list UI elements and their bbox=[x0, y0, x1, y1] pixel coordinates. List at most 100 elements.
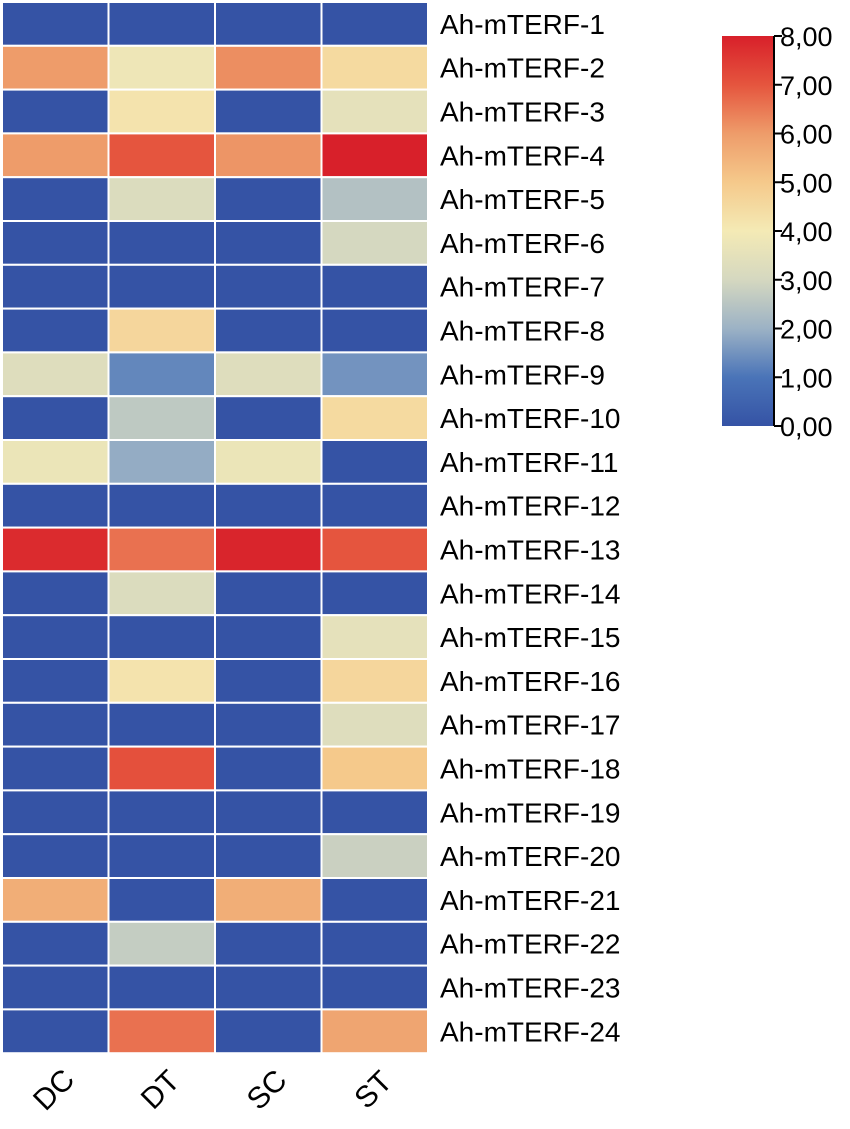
heatmap-cell-23-st bbox=[320, 964, 429, 1011]
heatmap-cell-8-sc bbox=[214, 307, 323, 354]
column-labels: DC DT SC ST bbox=[27, 1063, 399, 1117]
legend-tick-label: 8,00 bbox=[780, 22, 833, 52]
heatmap-cell-23-dt bbox=[107, 964, 216, 1011]
legend-tick-label: 4,00 bbox=[780, 217, 833, 247]
heatmap-cell-17-dc bbox=[1, 701, 110, 748]
legend-color-bar bbox=[722, 36, 774, 426]
heatmap-cell-24-dc bbox=[1, 1008, 110, 1055]
color-legend: 8,00 7,00 6,00 5,00 4,00 3,00 2,00 1,00 0,00 bbox=[722, 22, 833, 442]
heatmap-cell-15-dt bbox=[107, 614, 216, 661]
heatmap-cell-22-sc bbox=[214, 920, 323, 967]
row-label: Ah-mTERF-20 bbox=[440, 841, 620, 872]
heatmap-cell-14-st bbox=[320, 570, 429, 617]
heatmap-cells bbox=[1, 1, 429, 1055]
heatmap-cell-11-dt bbox=[107, 439, 216, 485]
heatmap-cell-9-dc bbox=[1, 351, 110, 398]
row-label: Ah-mTERF-10 bbox=[440, 403, 620, 434]
heatmap-cell-6-st bbox=[320, 220, 429, 266]
heatmap-cell-8-dc bbox=[1, 307, 110, 354]
heatmap-cell-17-dt bbox=[107, 701, 216, 748]
heatmap-cell-18-st bbox=[320, 745, 429, 792]
column-label-sc: SC bbox=[241, 1064, 294, 1117]
heatmap-cell-12-dc bbox=[1, 482, 110, 529]
heatmap-cell-12-st bbox=[320, 482, 429, 529]
heatmap-cell-20-st bbox=[320, 833, 429, 880]
heatmap-cell-18-sc bbox=[214, 745, 323, 792]
heatmap-cell-3-sc bbox=[214, 88, 323, 135]
heatmap-cell-19-sc bbox=[214, 789, 323, 836]
heatmap-cell-2-dc bbox=[1, 44, 110, 91]
legend-tick-label: 5,00 bbox=[780, 168, 833, 198]
heatmap-cell-22-dc bbox=[1, 920, 110, 967]
row-label: Ah-mTERF-1 bbox=[440, 9, 605, 40]
heatmap-cell-19-dc bbox=[1, 789, 110, 836]
heatmap-cell-14-dt bbox=[107, 570, 216, 617]
heatmap-cell-6-sc bbox=[214, 220, 323, 266]
row-label: Ah-mTERF-12 bbox=[440, 491, 620, 522]
heatmap-cell-8-dt bbox=[107, 307, 216, 354]
row-label: Ah-mTERF-24 bbox=[440, 1016, 620, 1047]
column-label-st: ST bbox=[348, 1065, 398, 1115]
heatmap-cell-12-dt bbox=[107, 482, 216, 529]
heatmap-cell-11-sc bbox=[214, 439, 323, 485]
heatmap-cell-24-dt bbox=[107, 1008, 216, 1055]
heatmap-cell-17-sc bbox=[214, 701, 323, 748]
heatmap-cell-7-dt bbox=[107, 263, 216, 310]
heatmap-cell-2-dt bbox=[107, 44, 216, 91]
heatmap-cell-15-sc bbox=[214, 614, 323, 661]
heatmap-cell-7-st bbox=[320, 263, 429, 310]
heatmap-cell-3-st bbox=[320, 88, 429, 135]
heatmap-cell-1-st bbox=[320, 1, 429, 47]
row-label: Ah-mTERF-9 bbox=[440, 359, 605, 390]
heatmap-cell-10-dc bbox=[1, 395, 110, 442]
row-label: Ah-mTERF-22 bbox=[440, 929, 620, 960]
legend-tick-label: 7,00 bbox=[780, 71, 833, 101]
heatmap-cell-18-dt bbox=[107, 745, 216, 792]
heatmap-cell-16-dc bbox=[1, 658, 110, 704]
heatmap-cell-12-sc bbox=[214, 482, 323, 529]
heatmap-cell-5-st bbox=[320, 176, 429, 222]
heatmap-cell-15-dc bbox=[1, 614, 110, 661]
column-label-dc: DC bbox=[27, 1063, 81, 1117]
heatmap-cell-3-dt bbox=[107, 88, 216, 135]
row-label: Ah-mTERF-19 bbox=[440, 797, 620, 828]
heatmap-cell-4-dc bbox=[1, 132, 110, 179]
heatmap-cell-5-sc bbox=[214, 176, 323, 222]
legend-tick-label: 1,00 bbox=[780, 363, 833, 393]
heatmap-cell-22-dt bbox=[107, 920, 216, 967]
heatmap-cell-20-dt bbox=[107, 833, 216, 880]
heatmap-cell-7-sc bbox=[214, 263, 323, 310]
heatmap-cell-20-dc bbox=[1, 833, 110, 880]
heatmap-cell-23-sc bbox=[214, 964, 323, 1011]
heatmap-cell-14-dc bbox=[1, 570, 110, 617]
heatmap-cell-19-st bbox=[320, 789, 429, 836]
heatmap-cell-10-st bbox=[320, 395, 429, 442]
heatmap-cell-17-st bbox=[320, 701, 429, 748]
row-label: Ah-mTERF-23 bbox=[440, 973, 620, 1004]
heatmap-cell-6-dc bbox=[1, 220, 110, 266]
heatmap-cell-4-dt bbox=[107, 132, 216, 179]
heatmap-cell-2-sc bbox=[214, 44, 323, 91]
heatmap-cell-1-sc bbox=[214, 1, 323, 47]
row-labels: Ah-mTERF-1 Ah-mTERF-2 Ah-mTERF-3 Ah-mTERF-4… bbox=[440, 9, 620, 1047]
heatmap-cell-20-sc bbox=[214, 833, 323, 880]
heatmap-cell-13-sc bbox=[214, 526, 323, 573]
row-label: Ah-mTERF-18 bbox=[440, 754, 620, 785]
heatmap-cell-9-sc bbox=[214, 351, 323, 398]
heatmap-cell-10-dt bbox=[107, 395, 216, 442]
row-label: Ah-mTERF-2 bbox=[440, 53, 605, 84]
heatmap-cell-21-dc bbox=[1, 877, 110, 923]
legend-tick-label: 6,00 bbox=[780, 120, 833, 150]
heatmap-cell-21-dt bbox=[107, 877, 216, 923]
heatmap-cell-13-dc bbox=[1, 526, 110, 573]
heatmap-cell-24-sc bbox=[214, 1008, 323, 1055]
row-label: Ah-mTERF-3 bbox=[440, 97, 605, 128]
heatmap-cell-2-st bbox=[320, 44, 429, 91]
heatmap-cell-21-st bbox=[320, 877, 429, 923]
heatmap-cell-18-dc bbox=[1, 745, 110, 792]
heatmap-cell-11-dc bbox=[1, 439, 110, 485]
heatmap-cell-11-st bbox=[320, 439, 429, 485]
heatmap-cell-13-st bbox=[320, 526, 429, 573]
heatmap-cell-4-sc bbox=[214, 132, 323, 179]
